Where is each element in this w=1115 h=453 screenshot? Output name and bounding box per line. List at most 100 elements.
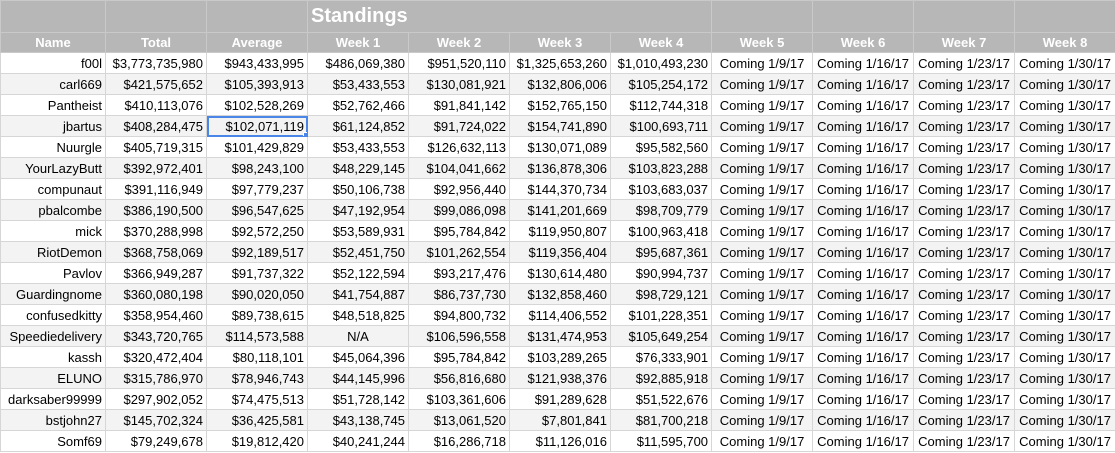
cell-week-6[interactable]: Coming 1/16/17 xyxy=(812,241,915,263)
cell-week-8[interactable]: Coming 1/30/17 xyxy=(1014,241,1115,263)
cell-name[interactable]: Speediedelivery xyxy=(0,325,106,347)
cell-week-4[interactable]: $105,254,172 xyxy=(609,73,713,95)
cell-week-3[interactable]: $114,406,552 xyxy=(509,304,611,326)
cell-week-1[interactable]: N/A xyxy=(307,325,409,347)
cell-week-3[interactable]: $119,950,807 xyxy=(509,220,611,242)
cell-average[interactable]: $114,573,588 xyxy=(206,325,308,347)
cell-total[interactable]: $370,288,998 xyxy=(105,220,207,242)
column-header-week-4[interactable]: Week 4 xyxy=(609,32,713,53)
cell-week-5[interactable]: Coming 1/9/17 xyxy=(711,241,814,263)
column-header-week-2[interactable]: Week 2 xyxy=(408,32,510,53)
cell-average[interactable]: $78,946,743 xyxy=(206,367,308,389)
title-blank-cell[interactable] xyxy=(105,0,207,33)
cell-week-4[interactable]: $92,885,918 xyxy=(609,367,713,389)
cell-week-6[interactable]: Coming 1/16/17 xyxy=(812,178,915,200)
cell-week-8[interactable]: Coming 1/30/17 xyxy=(1014,178,1115,200)
cell-average[interactable]: $80,118,101 xyxy=(206,346,308,368)
cell-week-3[interactable]: $11,126,016 xyxy=(509,430,611,452)
cell-average[interactable]: $91,737,322 xyxy=(206,262,308,284)
cell-week-4[interactable]: $95,687,361 xyxy=(609,241,713,263)
sheet-title[interactable]: Standings xyxy=(306,0,713,33)
cell-name[interactable]: jbartus xyxy=(0,115,106,137)
title-blank-cell[interactable] xyxy=(206,0,308,33)
cell-week-1[interactable]: $51,728,142 xyxy=(307,388,409,410)
cell-week-6[interactable]: Coming 1/16/17 xyxy=(812,304,915,326)
cell-week-8[interactable]: Coming 1/30/17 xyxy=(1014,157,1115,179)
cell-week-6[interactable]: Coming 1/16/17 xyxy=(812,409,915,431)
cell-week-1[interactable]: $50,106,738 xyxy=(307,178,409,200)
cell-week-6[interactable]: Coming 1/16/17 xyxy=(812,346,915,368)
cell-week-4[interactable]: $112,744,318 xyxy=(609,94,713,116)
cell-week-8[interactable]: Coming 1/30/17 xyxy=(1014,115,1115,137)
cell-week-8[interactable]: Coming 1/30/17 xyxy=(1014,409,1115,431)
cell-week-5[interactable]: Coming 1/9/17 xyxy=(711,115,814,137)
cell-week-8[interactable]: Coming 1/30/17 xyxy=(1014,136,1115,158)
cell-total[interactable]: $391,116,949 xyxy=(105,178,207,200)
cell-week-2[interactable]: $91,724,022 xyxy=(408,115,510,137)
cell-week-2[interactable]: $95,784,842 xyxy=(408,346,510,368)
cell-name[interactable]: ELUNO xyxy=(0,367,106,389)
cell-average[interactable]: $943,433,995 xyxy=(206,52,308,74)
cell-week-5[interactable]: Coming 1/9/17 xyxy=(711,283,814,305)
column-header-week-3[interactable]: Week 3 xyxy=(509,32,611,53)
cell-week-7[interactable]: Coming 1/23/17 xyxy=(913,52,1016,74)
cell-week-5[interactable]: Coming 1/9/17 xyxy=(711,325,814,347)
cell-week-4[interactable]: $1,010,493,230 xyxy=(609,52,713,74)
cell-total[interactable]: $3,773,735,980 xyxy=(105,52,207,74)
cell-week-2[interactable]: $94,800,732 xyxy=(408,304,510,326)
column-header-week-5[interactable]: Week 5 xyxy=(711,32,814,53)
cell-name[interactable]: pbalcombe xyxy=(0,199,106,221)
cell-total[interactable]: $343,720,765 xyxy=(105,325,207,347)
cell-week-6[interactable]: Coming 1/16/17 xyxy=(812,73,915,95)
cell-week-7[interactable]: Coming 1/23/17 xyxy=(913,115,1016,137)
cell-week-4[interactable]: $101,228,351 xyxy=(609,304,713,326)
cell-week-3[interactable]: $144,370,734 xyxy=(509,178,611,200)
cell-week-1[interactable]: $41,754,887 xyxy=(307,283,409,305)
cell-week-4[interactable]: $76,333,901 xyxy=(609,346,713,368)
cell-week-7[interactable]: Coming 1/23/17 xyxy=(913,346,1016,368)
cell-name[interactable]: Pantheist xyxy=(0,94,106,116)
cell-total[interactable]: $315,786,970 xyxy=(105,367,207,389)
cell-week-8[interactable]: Coming 1/30/17 xyxy=(1014,388,1115,410)
cell-week-4[interactable]: $103,683,037 xyxy=(609,178,713,200)
cell-week-6[interactable]: Coming 1/16/17 xyxy=(812,157,915,179)
cell-average[interactable]: $89,738,615 xyxy=(206,304,308,326)
cell-week-1[interactable]: $43,138,745 xyxy=(307,409,409,431)
cell-week-2[interactable]: $104,041,662 xyxy=(408,157,510,179)
cell-week-2[interactable]: $56,816,680 xyxy=(408,367,510,389)
cell-week-1[interactable]: $45,064,396 xyxy=(307,346,409,368)
cell-week-2[interactable]: $92,956,440 xyxy=(408,178,510,200)
cell-week-3[interactable]: $152,765,150 xyxy=(509,94,611,116)
cell-week-6[interactable]: Coming 1/16/17 xyxy=(812,283,915,305)
cell-week-5[interactable]: Coming 1/9/17 xyxy=(711,367,814,389)
title-blank-cell[interactable] xyxy=(0,0,106,33)
column-header-name[interactable]: Name xyxy=(0,32,106,53)
cell-week-6[interactable]: Coming 1/16/17 xyxy=(812,199,915,221)
cell-week-4[interactable]: $105,649,254 xyxy=(609,325,713,347)
cell-week-4[interactable]: $81,700,218 xyxy=(609,409,713,431)
cell-week-5[interactable]: Coming 1/9/17 xyxy=(711,388,814,410)
cell-week-8[interactable]: Coming 1/30/17 xyxy=(1014,346,1115,368)
cell-name[interactable]: kassh xyxy=(0,346,106,368)
cell-average[interactable]: $92,189,517 xyxy=(206,241,308,263)
cell-week-5[interactable]: Coming 1/9/17 xyxy=(711,178,814,200)
cell-total[interactable]: $358,954,460 xyxy=(105,304,207,326)
cell-name[interactable]: Somf69 xyxy=(0,430,106,452)
cell-total[interactable]: $408,284,475 xyxy=(105,115,207,137)
cell-week-8[interactable]: Coming 1/30/17 xyxy=(1014,52,1115,74)
cell-average[interactable]: $102,528,269 xyxy=(206,94,308,116)
cell-name[interactable]: darksaber99999 xyxy=(0,388,106,410)
cell-week-2[interactable]: $91,841,142 xyxy=(408,94,510,116)
cell-week-1[interactable]: $53,433,553 xyxy=(307,73,409,95)
cell-week-1[interactable]: $44,145,996 xyxy=(307,367,409,389)
cell-week-6[interactable]: Coming 1/16/17 xyxy=(812,430,915,452)
cell-week-5[interactable]: Coming 1/9/17 xyxy=(711,220,814,242)
cell-name[interactable]: mick xyxy=(0,220,106,242)
cell-week-2[interactable]: $106,596,558 xyxy=(408,325,510,347)
cell-week-5[interactable]: Coming 1/9/17 xyxy=(711,262,814,284)
cell-average[interactable]: $36,425,581 xyxy=(206,409,308,431)
cell-week-5[interactable]: Coming 1/9/17 xyxy=(711,199,814,221)
cell-name[interactable]: YourLazyButt xyxy=(0,157,106,179)
cell-week-4[interactable]: $95,582,560 xyxy=(609,136,713,158)
cell-week-1[interactable]: $52,122,594 xyxy=(307,262,409,284)
